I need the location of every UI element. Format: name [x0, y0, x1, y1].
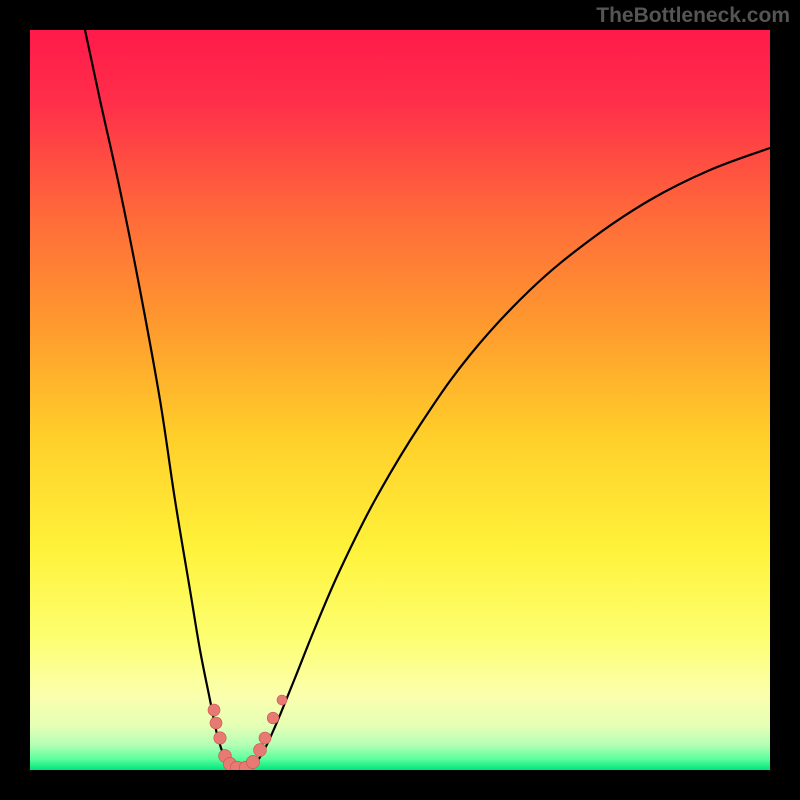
- marker-dot: [267, 712, 279, 724]
- figure-root: TheBottleneck.com: [0, 0, 800, 800]
- curve-left: [85, 30, 240, 770]
- marker-dot: [259, 732, 271, 744]
- marker-dot: [210, 717, 222, 729]
- plot-area: [30, 30, 770, 770]
- marker-dot: [246, 755, 259, 768]
- marker-dot: [254, 744, 267, 757]
- curve-layer: [30, 30, 770, 770]
- marker-group: [208, 695, 287, 770]
- marker-dot: [277, 695, 287, 705]
- curve-right: [240, 148, 770, 770]
- watermark-text: TheBottleneck.com: [596, 4, 790, 28]
- marker-dot: [214, 732, 226, 744]
- marker-dot: [208, 704, 220, 716]
